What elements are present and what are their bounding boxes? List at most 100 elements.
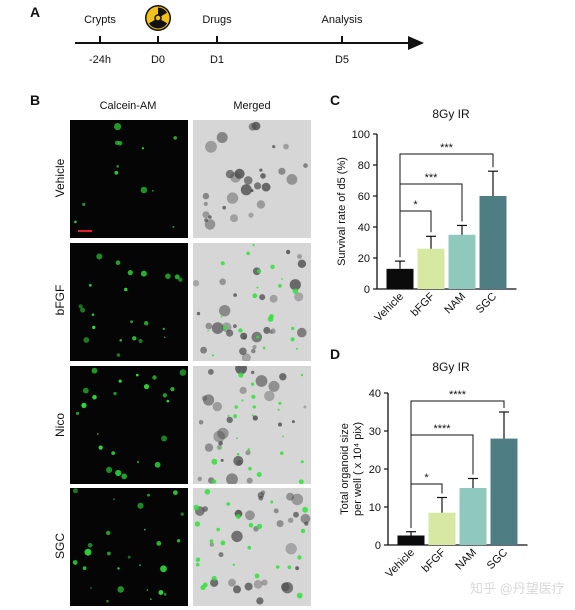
fluorescent-cell: [124, 287, 128, 292]
organoid: [203, 201, 208, 206]
organoid: [234, 168, 245, 179]
fluorescent-cell: [280, 451, 284, 455]
organoid: [204, 219, 216, 230]
fluorescent-cell: [72, 560, 78, 565]
organoid: [204, 443, 214, 452]
fluorescent-cell: [130, 320, 133, 324]
organoid: [252, 345, 257, 349]
fluorescent-cell: [111, 451, 116, 455]
fluorescent-cell: [92, 394, 97, 400]
fluorescent-cell: [166, 399, 170, 403]
chart-c-significance-label: ***: [425, 172, 439, 184]
fluorescent-cell: [150, 598, 152, 600]
fluorescent-cell: [270, 500, 274, 504]
fluorescent-cell: [156, 541, 162, 546]
fluorescent-cell: [113, 391, 117, 396]
fluorescent-cell: [78, 304, 83, 309]
fluorescent-cell: [220, 261, 225, 266]
column-header-calcein: Calcein-AM: [99, 100, 157, 112]
fluorescent-cell: [144, 528, 146, 531]
fluorescent-cell: [140, 186, 148, 194]
chart-c-category-label-bfgf: bFGF: [409, 290, 438, 319]
chart-c-title: 8Gy IR: [432, 107, 470, 121]
fluorescent-cell: [233, 414, 238, 419]
organoid: [246, 477, 253, 484]
organoid: [254, 182, 262, 190]
fluorescent-cell: [252, 244, 255, 247]
fluorescent-cell: [77, 412, 80, 414]
organoid: [219, 278, 226, 286]
fluorescent-cell: [162, 327, 165, 330]
organoid: [239, 386, 247, 394]
fluorescent-cell: [252, 293, 258, 299]
organoid: [204, 218, 208, 223]
fluorescent-cell: [174, 274, 180, 280]
fluorescent-cell: [296, 592, 303, 599]
fluorescent-cell: [83, 337, 90, 343]
chart-c-significance-label: *: [413, 199, 418, 211]
chart-d-category-label-sgc: SGC: [485, 547, 510, 572]
organoid: [200, 346, 207, 354]
organoid: [209, 542, 214, 547]
fluorescent-cell: [234, 405, 239, 409]
row-label-nico: Nico: [53, 412, 67, 438]
organoid: [205, 322, 213, 330]
fluorescent-cell: [137, 460, 140, 464]
fluorescent-cell: [238, 372, 244, 378]
organoid: [272, 145, 276, 149]
fluorescent-cell: [87, 543, 93, 548]
survival-rate-chart: 0 20 40 60 80 100 Survival rate of d5 (%) Vehic…: [336, 129, 517, 325]
organoid: [291, 493, 304, 506]
organoid: [245, 510, 255, 521]
chart-d-category-label-nam: NAM: [453, 547, 479, 573]
fluorescent-cell: [246, 251, 250, 256]
organoid: [197, 476, 202, 482]
chart-d-category-label-bfgf: bFGF: [420, 546, 449, 575]
fluorescent-cell: [278, 284, 282, 288]
fluorescent-cell: [158, 590, 164, 595]
organoid: [251, 348, 256, 354]
fluorescent-cell: [152, 375, 157, 380]
organoid: [208, 215, 212, 219]
organoid: [283, 143, 289, 150]
fluorescent-cell: [247, 545, 252, 550]
fluorescent-cell: [300, 460, 304, 464]
organoid: [276, 520, 284, 528]
organoid: [260, 173, 266, 179]
organoid: [291, 420, 295, 424]
organoid: [303, 163, 308, 168]
timeline-arrow: [75, 36, 424, 50]
organoid: [270, 328, 276, 334]
organoid: [244, 582, 253, 591]
fluorescent-cell: [200, 584, 206, 591]
fluorescent-cell: [81, 402, 87, 408]
fluorescent-cell: [256, 472, 262, 477]
organoid: [300, 513, 311, 524]
fluorescent-cell: [241, 399, 244, 402]
fluorescent-cell: [144, 321, 149, 326]
chart-c-y-tick-label: 40: [358, 222, 370, 234]
organoid: [248, 122, 257, 131]
chart-c-category-label-vehicle: Vehicle: [373, 291, 407, 325]
organoid: [233, 324, 237, 328]
panel-label-a: A: [30, 4, 41, 20]
organoid: [261, 182, 271, 192]
organoid: [239, 347, 247, 356]
organoid: [297, 259, 307, 268]
fluorescent-cell: [96, 433, 99, 435]
panel-label-c: C: [330, 92, 341, 108]
chart-c-y-tick-label: 0: [364, 284, 370, 296]
chart-c-bar-bfgf: [417, 248, 445, 289]
chart-c-y-tick-label: 60: [358, 191, 370, 203]
chart-c-category-label-nam: NAM: [442, 291, 468, 317]
fluorescent-cell: [106, 599, 109, 603]
organoid: [256, 200, 266, 209]
chart-c-y-tick-label: 100: [352, 129, 370, 141]
organoid: [251, 370, 255, 375]
fluorescent-cell: [262, 346, 266, 350]
watermark-text: 知乎 @丹望医疗: [470, 581, 565, 596]
organoid: [202, 192, 210, 200]
fluorescent-cell: [256, 335, 260, 339]
organoid: [293, 511, 299, 518]
organoid: [243, 176, 253, 185]
